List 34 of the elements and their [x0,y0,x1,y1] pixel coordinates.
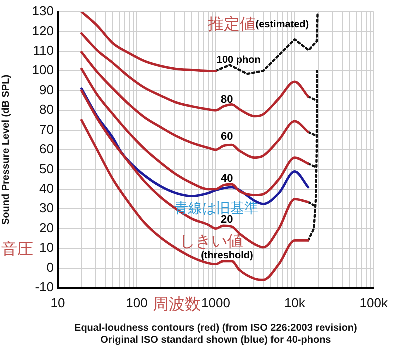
text: 音圧 [1,240,34,258]
y-tick-label: 110 [33,43,54,58]
x-tick-label: 100 [126,295,148,310]
y-tick-label: 120 [32,23,54,38]
y-tick-label: 30 [40,200,54,216]
x-tick-label: 10k [284,295,306,310]
annotation: 20 [221,214,234,226]
annotation: しきい値 [179,233,244,250]
y-tick-label: 80 [40,102,54,118]
x-tick-label: 100k [360,295,388,310]
annotation: 80 [221,94,234,106]
y-tick-label: 10 [40,240,54,256]
y-tick-label: 60 [40,142,54,157]
y-axis-title: Sound Pressure Level (dB SPL) [0,74,12,226]
y-tick-label: 90 [40,82,54,98]
annotation: 100 phon [216,54,261,66]
x-tick-label: 10 [50,295,66,310]
y-tick-label: 50 [40,161,54,176]
y-tick-label: 70 [40,122,54,137]
annotation: 青線は旧基準 [174,200,258,216]
y-tick-label: 40 [40,181,54,196]
annotation: 60 [221,131,234,144]
y-tick-label: 0 [46,260,54,275]
y-tick-label: -10 [35,280,54,295]
annotation: (threshold) [201,250,254,262]
annotation: (estimated) [256,20,310,31]
x-tick-label: 1000 [201,295,230,310]
annotation: 推定値 [208,15,256,34]
x-axis-title: Equal-loudness contours (red) (from ISO 226:2003 revision) Original ISO standard shown (blue) for 40-phons [74,322,358,346]
text: 周波数 [152,296,201,314]
annotation: 40 [221,173,234,186]
y-tick-label: 100 [32,62,54,78]
y-tick-label: 130 [32,4,54,19]
y-tick-label: 20 [40,220,54,236]
